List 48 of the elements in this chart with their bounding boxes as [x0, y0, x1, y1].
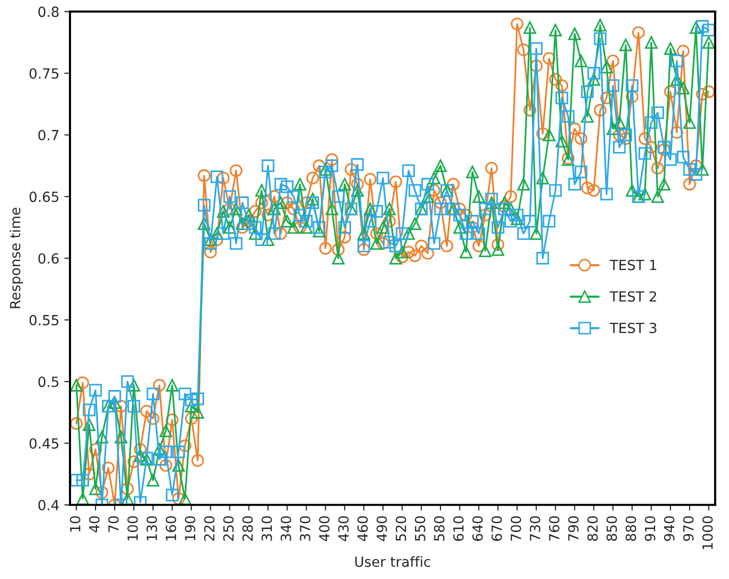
x-tick-label: 850	[606, 516, 617, 541]
x-tick-label: 940	[664, 516, 674, 541]
x-tick-label: 640	[472, 516, 483, 541]
x-tick-label: 880	[626, 516, 636, 541]
legend-label: TEST 3	[610, 322, 656, 334]
y-tick-label: 0.55	[30, 314, 58, 326]
x-tick-label: 490	[376, 516, 388, 542]
y-tick-label: 0.5	[38, 376, 58, 388]
x-tick-label: 310	[262, 516, 272, 541]
x-tick-label: 340	[280, 516, 292, 541]
x-tick-label: 760	[548, 516, 560, 541]
x-tick-label: 910	[644, 516, 656, 541]
x-tick-label: 610	[453, 516, 464, 541]
legend-label: TEST 2	[610, 291, 656, 302]
x-tick-label: 160	[166, 516, 176, 540]
y-tick-label: 0.45	[30, 438, 58, 449]
x-tick-label: 40	[89, 516, 100, 532]
x-tick-label: 820	[587, 516, 598, 541]
x-tick-label: 700	[510, 516, 522, 541]
x-tick-label: 220	[204, 516, 215, 541]
x-axis-title: User traffic	[355, 556, 430, 567]
x-tick-label: 460	[357, 516, 368, 542]
x-tick-label: 520	[396, 516, 406, 541]
x-tick-label: 670	[491, 516, 502, 541]
x-tick-label: 190	[184, 516, 196, 540]
y-tick-label: 0.4	[38, 500, 59, 510]
y-tick-label: 0.6	[38, 253, 59, 264]
x-tick-label: 1000	[702, 516, 713, 550]
x-tick-label: 550	[414, 516, 426, 541]
x-tick-label: 400	[319, 516, 330, 542]
y-axis-title: Response time	[10, 208, 24, 308]
x-tick-label: 280	[242, 516, 253, 541]
x-tick-label: 790	[568, 516, 579, 541]
legend-label: TEST 1	[610, 260, 656, 270]
x-tick-label: 70	[108, 516, 119, 532]
x-tick-label: 250	[223, 516, 234, 541]
y-tick-label: 0.7	[38, 130, 58, 140]
y-tick-label: 0.8	[38, 6, 59, 18]
x-tick-label: 970	[683, 516, 694, 541]
x-tick-label: 130	[146, 516, 158, 540]
x-tick-label: 430	[338, 516, 349, 542]
x-tick-label: 370	[300, 516, 310, 541]
y-tick-label: 0.65	[30, 192, 58, 202]
x-tick-label: 100	[127, 516, 138, 540]
x-tick-label: 10	[70, 516, 80, 532]
x-tick-label: 730	[530, 516, 540, 541]
x-tick-label: 580	[434, 516, 445, 541]
y-tick-label: 0.75	[30, 68, 58, 79]
